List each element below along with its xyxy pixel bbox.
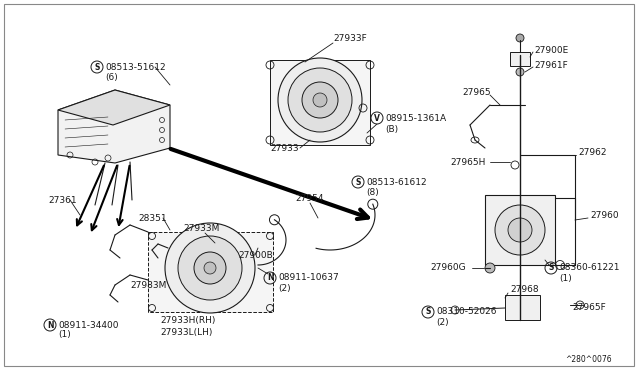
Text: 27933H(RH): 27933H(RH): [160, 315, 216, 324]
Circle shape: [302, 82, 338, 118]
Text: 08513-51612: 08513-51612: [105, 62, 166, 71]
Text: 08513-61612: 08513-61612: [366, 177, 427, 186]
Text: 27954: 27954: [295, 193, 323, 202]
Bar: [485, 195, 555, 265]
Text: S: S: [94, 62, 100, 71]
Text: V: V: [374, 113, 380, 122]
Circle shape: [313, 93, 327, 107]
Text: 27965F: 27965F: [572, 304, 605, 312]
Text: 27962: 27962: [578, 148, 607, 157]
Circle shape: [204, 262, 216, 274]
Bar: [148, 232, 273, 312]
Text: 27933M: 27933M: [183, 224, 220, 232]
Polygon shape: [58, 90, 170, 125]
Text: S: S: [548, 263, 554, 273]
Text: 27960: 27960: [590, 211, 619, 219]
Text: 08360-61221: 08360-61221: [559, 263, 620, 273]
Text: 27965H: 27965H: [450, 157, 485, 167]
Text: 28351: 28351: [138, 214, 166, 222]
Text: (2): (2): [278, 283, 291, 292]
Text: 27983M: 27983M: [130, 280, 166, 289]
Circle shape: [278, 58, 362, 142]
Text: 27968: 27968: [510, 285, 539, 295]
Bar: [505, 295, 540, 320]
Polygon shape: [58, 90, 170, 163]
Text: 08911-10637: 08911-10637: [278, 273, 339, 282]
Circle shape: [288, 68, 352, 132]
Circle shape: [516, 68, 524, 76]
Text: 27965: 27965: [462, 87, 491, 96]
Circle shape: [508, 218, 532, 242]
Text: ^280^0076: ^280^0076: [565, 356, 612, 365]
Text: S: S: [355, 177, 361, 186]
Text: 27933L(LH): 27933L(LH): [160, 328, 212, 337]
Text: 08911-34400: 08911-34400: [58, 321, 118, 330]
Text: 27900E: 27900E: [534, 45, 568, 55]
Bar: [270, 60, 370, 145]
Text: (B): (B): [385, 125, 398, 134]
Text: 27900B: 27900B: [238, 250, 273, 260]
Circle shape: [495, 205, 545, 255]
Text: 27933: 27933: [270, 144, 299, 153]
Text: S: S: [426, 308, 431, 317]
Text: (1): (1): [559, 275, 572, 283]
Text: 27933F: 27933F: [333, 33, 367, 42]
Circle shape: [194, 252, 226, 284]
Text: 08915-1361A: 08915-1361A: [385, 113, 446, 122]
Circle shape: [178, 236, 242, 300]
Text: (8): (8): [366, 187, 379, 196]
Circle shape: [485, 263, 495, 273]
Circle shape: [165, 223, 255, 313]
Text: 08310-52026: 08310-52026: [436, 308, 497, 317]
Text: (6): (6): [105, 73, 118, 81]
Text: N: N: [267, 273, 273, 282]
Circle shape: [516, 34, 524, 42]
Text: 27961F: 27961F: [534, 61, 568, 70]
Bar: [510, 52, 530, 66]
Text: (2): (2): [436, 317, 449, 327]
Text: N: N: [47, 321, 53, 330]
Text: 27960G: 27960G: [430, 263, 466, 273]
Text: (1): (1): [58, 330, 71, 340]
Text: 27361: 27361: [48, 196, 77, 205]
